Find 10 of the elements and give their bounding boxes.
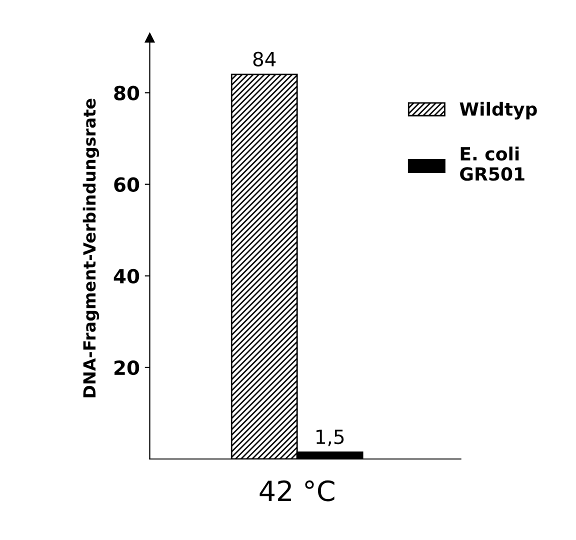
x-tick-label: 42 °C [260,480,334,502]
legend-label: E. coli GR501 [460,146,524,181]
y-tick-label: 40 [114,268,140,284]
y-tick-label: 80 [114,86,140,100]
y-axis-title: DNA-Fragment-Verbindungsrate [82,98,100,398]
data-label: 1,5 [316,430,344,446]
y-tick-label: 20 [114,360,140,376]
legend-label: Wildtyp [460,102,537,120]
y-tick-label: 60 [114,177,140,192]
data-label: 84 [253,52,276,66]
